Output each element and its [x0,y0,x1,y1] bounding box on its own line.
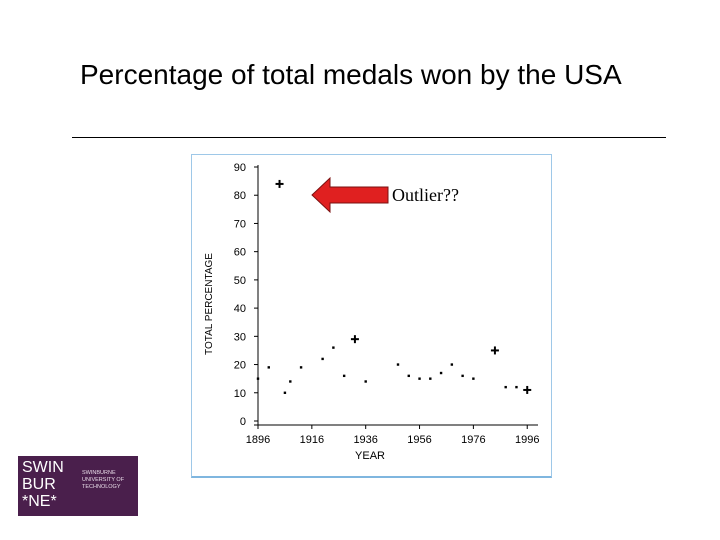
plus-data-point [275,179,284,188]
data-point [256,377,260,380]
outlier-arrow [311,176,389,214]
data-point [439,371,443,375]
data-point [364,380,367,383]
data-point [472,377,475,380]
x-tick-label: 1976 [461,434,485,446]
y-tick-label: 10 [234,388,246,400]
data-point [289,380,292,383]
y-tick-label: 50 [234,275,246,287]
outlier-label: Outlier?? [392,185,459,205]
data-point [418,377,421,380]
y-axis-label: TOTAL PERCENTAGE [204,253,215,355]
logo-subtitle: SWINBURNE UNIVERSITY OF TECHNOLOGY [82,470,125,490]
y-tick-label: 40 [234,303,246,315]
y-tick-label: 80 [234,190,246,202]
y-tick-label: 0 [240,416,246,428]
y-tick-label: 90 [234,162,246,174]
data-point [321,357,324,361]
x-tick-label: 1896 [246,434,270,446]
x-tick-label: 1956 [407,434,431,446]
data-point [450,363,454,366]
plus-data-point [350,335,359,344]
data-point [342,374,346,378]
data-point [267,366,270,369]
x-axis-label: YEAR [355,450,385,462]
plus-data-point [523,385,532,394]
university-logo: SWIN BUR *NE* SWINBURNE UNIVERSITY OF TE… [18,456,138,516]
y-tick-label: 60 [234,247,246,259]
slide-title: Percentage of total medals won by the US… [80,59,622,90]
data-point [504,385,507,389]
data-point [515,385,518,389]
plus-data-point [490,346,499,355]
data-point [332,346,335,349]
scatter-chart: 0 10 20 30 40 50 60 70 80 90 1896 1916 1936 1956 1976 1… [204,162,539,462]
data-point [429,377,432,380]
data-point [407,374,410,378]
logo-wordmark: SWIN BUR *NE* [22,459,64,510]
data-point [396,363,400,366]
data-point [299,366,303,369]
title-divider [72,137,666,138]
data-point [283,391,287,394]
y-tick-label: 20 [234,360,246,372]
y-tick-label: 30 [234,331,246,343]
data-point [461,374,464,378]
x-tick-label: 1936 [353,434,377,446]
chart-frame: 0 10 20 30 40 50 60 70 80 90 1896 1916 1936 1956 1976 1… [191,154,552,478]
x-tick-label: 1916 [300,434,324,446]
y-tick-label: 70 [234,218,246,230]
x-tick-label: 1996 [515,434,539,446]
